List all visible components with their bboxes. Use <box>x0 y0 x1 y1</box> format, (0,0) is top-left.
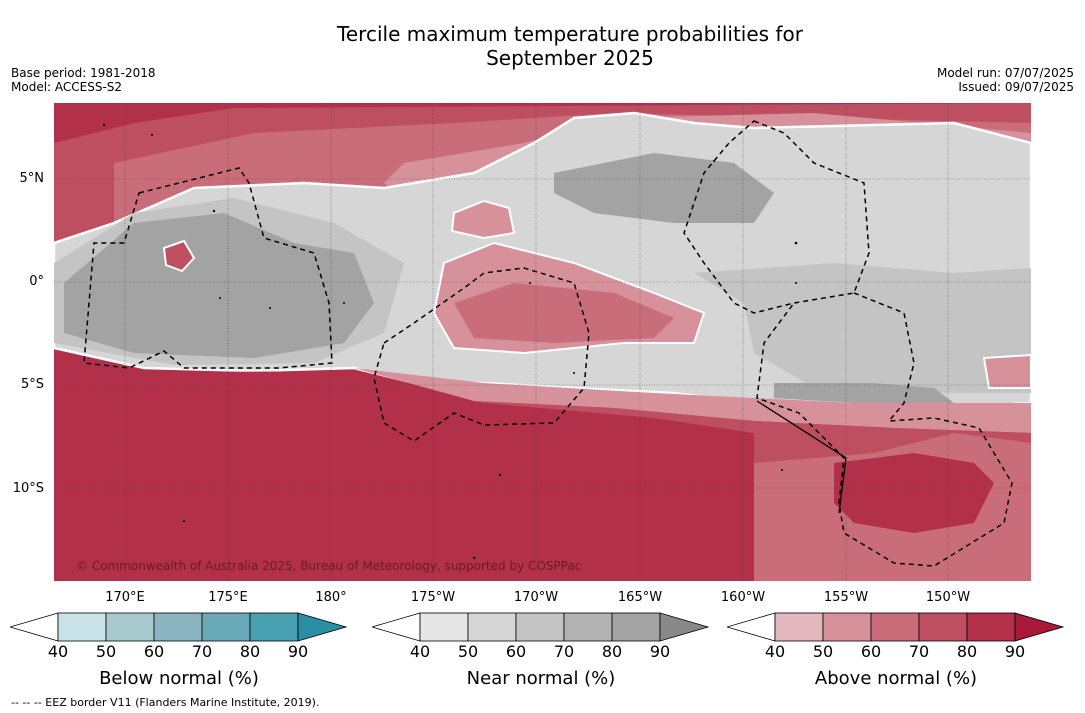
above-normal-patch-east <box>982 353 1031 389</box>
south-strongest-east <box>834 453 994 533</box>
near-normal-segment-2 <box>467 612 517 642</box>
below-normal-tick-50: 50 <box>95 642 117 661</box>
title-line-1: Tercile maximum temperature probabilitie… <box>337 22 803 46</box>
colorbar-title-below: Below normal (%) <box>99 668 259 689</box>
below-normal-extend-high <box>297 612 348 642</box>
below-normal-tick-60: 60 <box>143 642 165 661</box>
above-normal-segment-1 <box>774 612 824 642</box>
lat-label-5n: 5°N <box>19 171 45 186</box>
above-normal-segment-5 <box>966 612 1016 642</box>
below-normal-tick-70: 70 <box>191 642 213 661</box>
south-above-band-50 <box>354 368 1031 433</box>
above-normal-tick-90: 90 <box>1004 642 1026 661</box>
below-normal-segment-5 <box>249 612 299 642</box>
title-line-2: September 2025 <box>486 46 654 70</box>
below-normal-extend-low <box>10 612 59 642</box>
near-normal-tick-50: 50 <box>457 642 479 661</box>
map-gridlines <box>54 103 1031 581</box>
lat-label-10s: 10°S <box>12 481 44 496</box>
near-normal-segment-1 <box>419 612 469 642</box>
solid-boundary-line <box>756 400 847 514</box>
lon-label-160w: 160°W <box>720 590 766 605</box>
below-normal-segment-2 <box>105 612 155 642</box>
below-normal-segment-1 <box>57 612 107 642</box>
above-normal-tick-70: 70 <box>908 642 930 661</box>
above-normal-patch-west <box>162 239 196 273</box>
eez-borders <box>83 120 1013 567</box>
above-normal-segment-2 <box>822 612 872 642</box>
issued-date: Issued: 09/07/2025 <box>958 80 1074 94</box>
colorbar-above-normal <box>727 612 1065 642</box>
meta-right: Model run: 07/07/2025 Issued: 09/07/2025 <box>937 66 1074 94</box>
lon-label-180: 180° <box>315 590 347 605</box>
near-normal-segment-5 <box>611 612 661 642</box>
below-normal-segment-3 <box>153 612 203 642</box>
model-run: Model run: 07/07/2025 <box>936 66 1074 80</box>
map-title: Tercile maximum temperature probabilitie… <box>270 22 870 70</box>
above-normal-segment-4 <box>918 612 968 642</box>
below-normal-tick-80: 80 <box>239 642 261 661</box>
lat-label-0: 0° <box>29 274 44 289</box>
lon-label-175w: 175°W <box>410 590 456 605</box>
meta-left: Base period: 1981-2018 Model: ACCESS-S2 <box>11 66 156 94</box>
above-normal-tick-60: 60 <box>860 642 882 661</box>
colorbar-title-above: Above normal (%) <box>814 668 978 689</box>
south-strongest <box>54 371 754 581</box>
near-normal-extend-low <box>372 612 421 642</box>
above-normal-patch-center-inner <box>454 283 674 343</box>
near-normal-tick-40: 40 <box>409 642 431 661</box>
copyright-notice: © Commonwealth of Australia 2025, Bureau… <box>76 559 581 573</box>
lon-label-150w: 150°W <box>925 590 971 605</box>
above-normal-tick-80: 80 <box>956 642 978 661</box>
probability-map: © Commonwealth of Australia 2025, Bureau… <box>54 103 1031 581</box>
near-normal-tick-70: 70 <box>553 642 575 661</box>
above-normal-patch-north <box>450 199 516 240</box>
above-normal-tick-40: 40 <box>764 642 786 661</box>
below-normal-tick-90: 90 <box>287 642 309 661</box>
lon-label-175e: 175°E <box>208 590 248 605</box>
lon-label-170e: 170°E <box>105 590 145 605</box>
near-normal-90 <box>64 153 954 403</box>
colorbar-below-normal <box>10 612 348 642</box>
above-normal-segment-3 <box>870 612 920 642</box>
lon-label-155w: 155°W <box>823 590 869 605</box>
lat-label-5s: 5°S <box>20 377 44 392</box>
above-normal-tick-50: 50 <box>812 642 834 661</box>
colorbar-title-near: Near normal (%) <box>466 668 616 689</box>
colorbar-near-normal <box>372 612 710 642</box>
below-normal-segment-4 <box>201 612 251 642</box>
near-normal-segment-3 <box>515 612 565 642</box>
lon-label-165w: 165°W <box>617 590 663 605</box>
island-dots <box>102 123 798 560</box>
near-normal-segment-4 <box>563 612 613 642</box>
model-name: Model: ACCESS-S2 <box>11 80 123 94</box>
above-normal-extend-low <box>727 612 776 642</box>
near-normal-tick-80: 80 <box>601 642 623 661</box>
near-normal-tick-90: 90 <box>649 642 671 661</box>
footnote-eez: -- -- -- EEZ border V11 (Flanders Marine… <box>11 696 320 709</box>
base-period: Base period: 1981-2018 <box>11 66 156 80</box>
below-normal-tick-40: 40 <box>47 642 69 661</box>
near-normal-tick-60: 60 <box>505 642 527 661</box>
near-normal-extend-high <box>659 612 710 642</box>
above-normal-extend-high <box>1014 612 1065 642</box>
lon-label-170w: 170°W <box>513 590 559 605</box>
